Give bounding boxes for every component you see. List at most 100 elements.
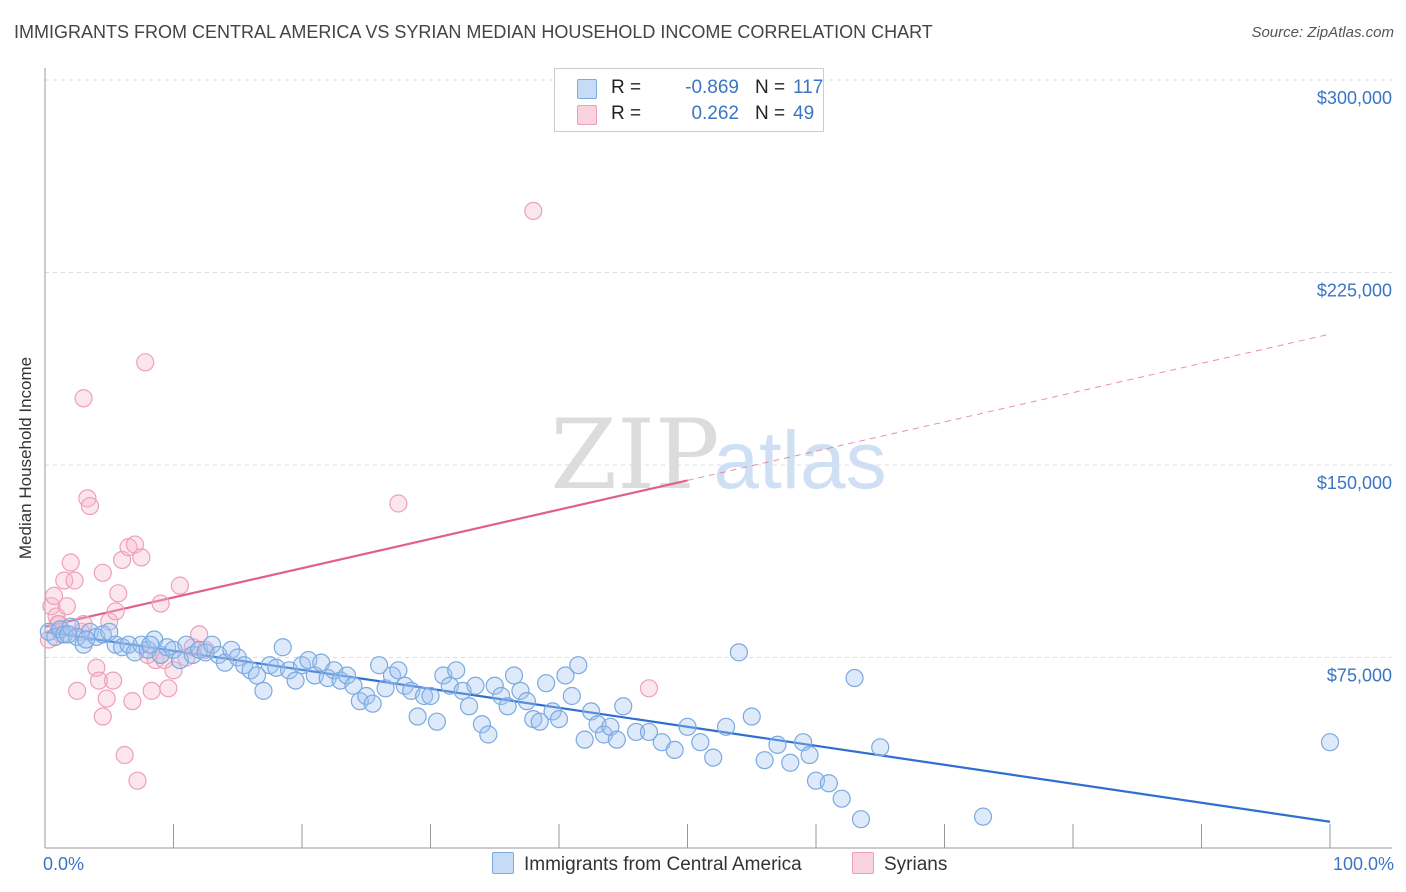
point-central-america-68 [472,715,491,734]
point-central-america-55 [389,661,408,680]
point-central-america-80 [549,709,569,729]
point-central-america-98 [716,717,736,736]
point-central-america-84 [575,730,594,749]
point-central-america-71 [492,686,511,706]
point-syrians-20 [104,671,123,690]
point-syrians-26 [123,692,142,711]
point-syrians-46 [524,201,543,220]
bottom-legend-swatch-pink [852,852,874,874]
point-central-america-105 [800,745,819,765]
point-syrians-45 [389,494,408,513]
bottom-legend-label: Immigrants from Central America [524,854,802,875]
point-central-america-107 [819,774,838,793]
point-central-america-59 [414,686,434,706]
point-syrians-44 [93,707,112,726]
point-syrians-28 [128,771,147,790]
point-central-america-114 [59,625,78,644]
legend-r-label: R = [611,103,642,124]
y-tick-label-0: $75,000 [1327,666,1392,686]
point-central-america-82 [562,686,581,706]
bottom-legend-central-america: Immigrants from Central America [492,852,802,876]
point-central-america-108 [832,789,851,808]
point-central-america-91 [626,722,646,742]
point-central-america-33 [247,666,267,685]
point-syrians-29 [132,548,151,567]
point-central-america-99 [729,643,749,662]
point-central-america-48 [344,676,363,695]
point-central-america-72 [498,697,517,716]
point-central-america-52 [370,656,389,675]
bottom-legend-syrians: Syrians [852,852,947,876]
legend-r-label: R = [611,77,642,98]
bottom-legend-label: Syrians [884,854,948,875]
point-syrians-21 [106,602,125,621]
point-syrians-14 [80,496,100,516]
point-syrians-36 [159,679,178,698]
legend-n-value: 117 [793,77,824,98]
point-central-america-112 [973,807,993,826]
y-tick-label-2: $225,000 [1317,281,1392,301]
legend-n-label: N = [755,77,786,98]
point-central-america-37 [273,638,292,657]
watermark: ZIP atlas [550,399,886,511]
point-syrians-22 [109,584,128,603]
bottom-legend-swatch-blue [492,852,514,874]
point-syrians-34 [151,594,170,613]
point-syrians-43 [74,389,93,408]
point-central-america-94 [665,740,684,760]
point-syrians-38 [170,576,190,595]
point-central-america-77 [530,712,549,731]
watermark-atlas: atlas [713,415,886,506]
grid-lines [45,79,1392,658]
point-central-america-51 [363,694,382,713]
watermark-zip: ZIP [550,399,719,511]
point-central-america-83 [569,656,588,675]
point-central-america-60 [421,686,440,706]
point-central-america-100 [742,707,761,726]
point-syrians-16 [89,671,109,690]
legend-r-value: 0.262 [691,103,739,124]
point-central-america-58 [408,707,427,726]
point-syrians-47 [639,679,659,698]
point-central-america-101 [755,751,774,770]
point-central-america-103 [781,753,800,772]
point-central-america-113 [1320,733,1340,752]
point-central-america-109 [845,668,864,688]
legend-n-label: N = [755,103,786,124]
point-syrians-17 [93,563,112,582]
point-central-america-111 [871,738,890,757]
point-central-america-70 [485,676,504,695]
point-central-america-69 [479,725,498,744]
point-central-america-116 [141,635,160,654]
point-central-america-47 [337,666,357,685]
point-central-america-61 [427,712,447,731]
legend-swatch-pink [577,105,597,125]
point-central-america-95 [678,717,697,736]
point-syrians-10 [68,681,87,700]
point-central-america-39 [286,671,305,690]
data-points [39,201,1340,829]
point-syrians-24 [115,745,134,765]
legend-n-value: 49 [793,103,815,124]
point-syrians-41 [190,625,209,644]
point-central-america-78 [537,674,556,693]
point-syrians-32 [142,681,161,700]
point-central-america-110 [851,810,871,829]
point-syrians-6 [55,571,74,590]
point-central-america-81 [556,666,575,685]
point-syrians-7 [57,597,76,616]
point-central-america-75 [517,692,536,711]
x-tick-label-0: 0.0% [43,854,84,874]
point-central-america-66 [459,697,479,716]
legend-swatch-blue [577,79,597,99]
source-label: Source: ZipAtlas.com [1251,24,1394,41]
legend-r-value: -0.869 [685,77,739,98]
point-central-america-92 [639,722,659,742]
point-syrians-9 [65,571,84,590]
point-central-america-74 [511,681,530,700]
point-central-america-102 [768,735,787,754]
point-central-america-115 [77,630,96,649]
point-central-america-90 [614,697,633,716]
chart-title: IMMIGRANTS FROM CENTRAL AMERICA VS SYRIA… [14,22,933,42]
